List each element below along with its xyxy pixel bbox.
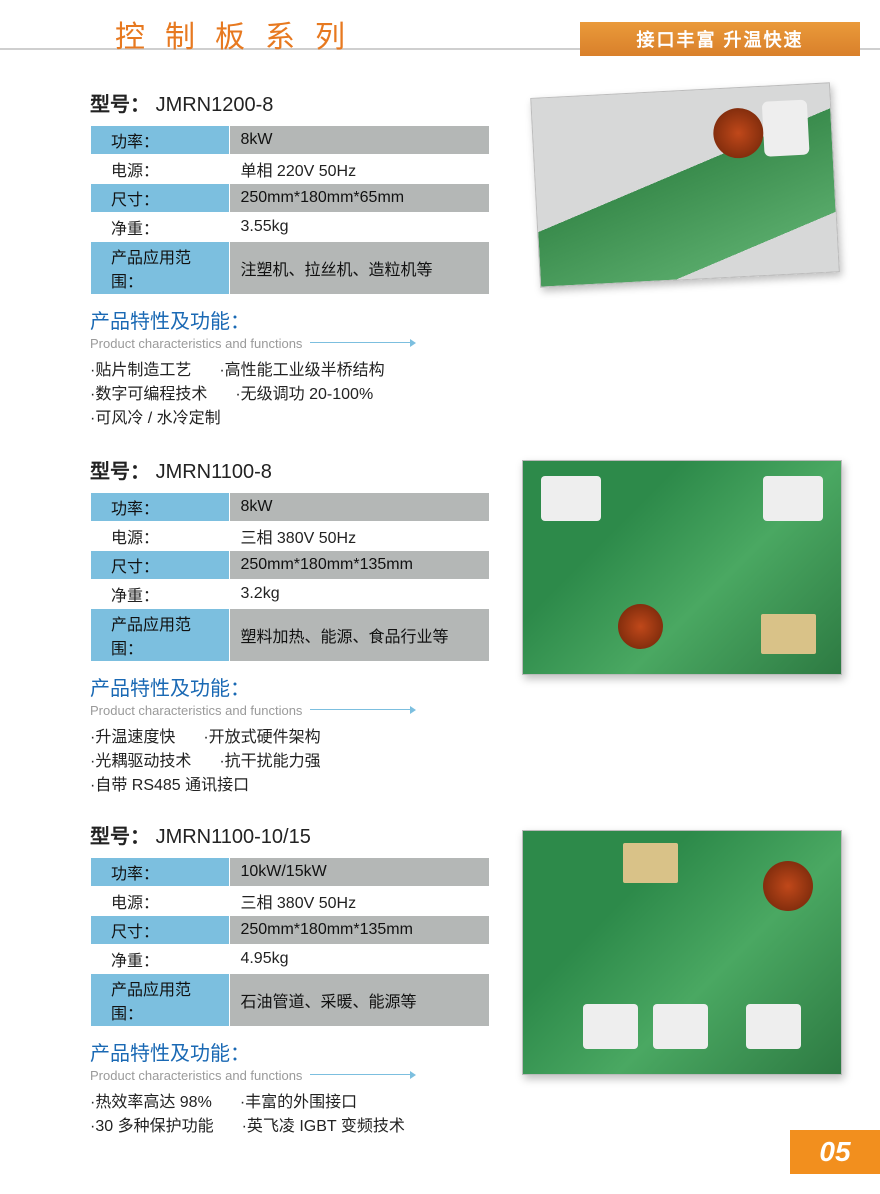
spec-key: 电源： <box>91 522 230 551</box>
feature-item: ·开放式硬件架构 <box>203 726 320 750</box>
features-subtitle: Product characteristics and functions <box>90 1068 302 1083</box>
feature-item: ·可风冷 / 水冷定制 <box>90 407 221 431</box>
spec-val: 8kW <box>230 493 490 522</box>
spec-val: 塑料加热、能源、食品行业等 <box>230 609 490 662</box>
spec-val: 250mm*180mm*65mm <box>230 184 490 213</box>
product-image-2 <box>522 460 842 675</box>
spec-key: 净重： <box>91 580 230 609</box>
spec-key: 产品应用范围： <box>91 242 230 295</box>
spec-key: 电源： <box>91 155 230 184</box>
arrow-icon <box>310 342 410 343</box>
spec-val: 250mm*180mm*135mm <box>230 551 490 580</box>
spec-key: 尺寸： <box>91 184 230 213</box>
spec-val: 石油管道、采暖、能源等 <box>230 974 490 1027</box>
page-title: 控制板系列 <box>115 12 365 56</box>
spec-key: 功率： <box>91 858 230 887</box>
features-underline: Product characteristics and functions <box>90 334 860 351</box>
product-image-1 <box>530 82 840 287</box>
model-value: JMRN1200-8 <box>156 94 274 116</box>
spec-key: 产品应用范围： <box>91 974 230 1027</box>
feature-item: ·升温速度快 <box>90 726 175 750</box>
model-label: 型号： <box>90 94 150 116</box>
arrow-icon <box>310 709 410 710</box>
spec-key: 电源： <box>91 887 230 916</box>
spec-key: 尺寸： <box>91 551 230 580</box>
feature-item: ·抗干扰能力强 <box>219 750 320 774</box>
spec-val: 单相 220V 50Hz <box>230 155 490 184</box>
feature-item: ·数字可编程技术 <box>90 383 207 407</box>
features-list: ·升温速度快 ·开放式硬件架构 ·光耦驱动技术 ·抗干扰能力强 ·自带 RS485 … <box>90 726 860 798</box>
spec-val: 8kW <box>230 126 490 155</box>
spec-val: 三相 380V 50Hz <box>230 887 490 916</box>
feature-item: ·丰富的外围接口 <box>240 1091 357 1115</box>
spec-table: 功率：8kW 电源：三相 380V 50Hz 尺寸：250mm*180mm*13… <box>90 492 490 662</box>
features-title: 产品特性及功能： <box>90 672 860 701</box>
model-value: JMRN1100-10/15 <box>156 826 311 848</box>
spec-table: 功率：8kW 电源：单相 220V 50Hz 尺寸：250mm*180mm*65… <box>90 125 490 295</box>
feature-item: ·光耦驱动技术 <box>90 750 191 774</box>
feature-item: ·贴片制造工艺 <box>90 359 191 383</box>
features-underline: Product characteristics and functions <box>90 701 860 718</box>
feature-item: ·英飞凌 IGBT 变频技术 <box>242 1115 405 1139</box>
spec-key: 净重： <box>91 213 230 242</box>
spec-val: 10kW/15kW <box>230 858 490 887</box>
spec-val: 4.95kg <box>230 945 490 974</box>
model-label: 型号： <box>90 826 150 848</box>
spec-key: 尺寸： <box>91 916 230 945</box>
spec-val: 3.55kg <box>230 213 490 242</box>
spec-val: 250mm*180mm*135mm <box>230 916 490 945</box>
product-image-3 <box>522 830 842 1075</box>
spec-key: 功率： <box>91 126 230 155</box>
arrow-icon <box>310 1074 410 1075</box>
banner-strip: 接口丰富 升温快速 <box>580 22 860 56</box>
feature-item: ·无级调功 20-100% <box>235 383 373 407</box>
spec-key: 产品应用范围： <box>91 609 230 662</box>
spec-key: 功率： <box>91 493 230 522</box>
model-label: 型号： <box>90 461 150 483</box>
feature-item: ·自带 RS485 通讯接口 <box>90 774 249 798</box>
feature-item: ·30 多种保护功能 <box>90 1115 214 1139</box>
model-value: JMRN1100-8 <box>156 461 272 483</box>
feature-item: ·高性能工业级半桥结构 <box>219 359 384 383</box>
features-subtitle: Product characteristics and functions <box>90 703 302 718</box>
spec-table: 功率：10kW/15kW 电源：三相 380V 50Hz 尺寸：250mm*18… <box>90 857 490 1027</box>
page-number: 05 <box>790 1130 880 1174</box>
feature-item: ·热效率高达 98% <box>90 1091 212 1115</box>
spec-val: 注塑机、拉丝机、造粒机等 <box>230 242 490 295</box>
spec-key: 净重： <box>91 945 230 974</box>
spec-val: 3.2kg <box>230 580 490 609</box>
features-list: ·贴片制造工艺 ·高性能工业级半桥结构 ·数字可编程技术 ·无级调功 20-100%… <box>90 359 860 431</box>
features-title: 产品特性及功能： <box>90 305 860 334</box>
features-subtitle: Product characteristics and functions <box>90 336 302 351</box>
spec-val: 三相 380V 50Hz <box>230 522 490 551</box>
features-list: ·热效率高达 98% ·丰富的外围接口 ·30 多种保护功能 ·英飞凌 IGBT 变… <box>90 1091 860 1139</box>
